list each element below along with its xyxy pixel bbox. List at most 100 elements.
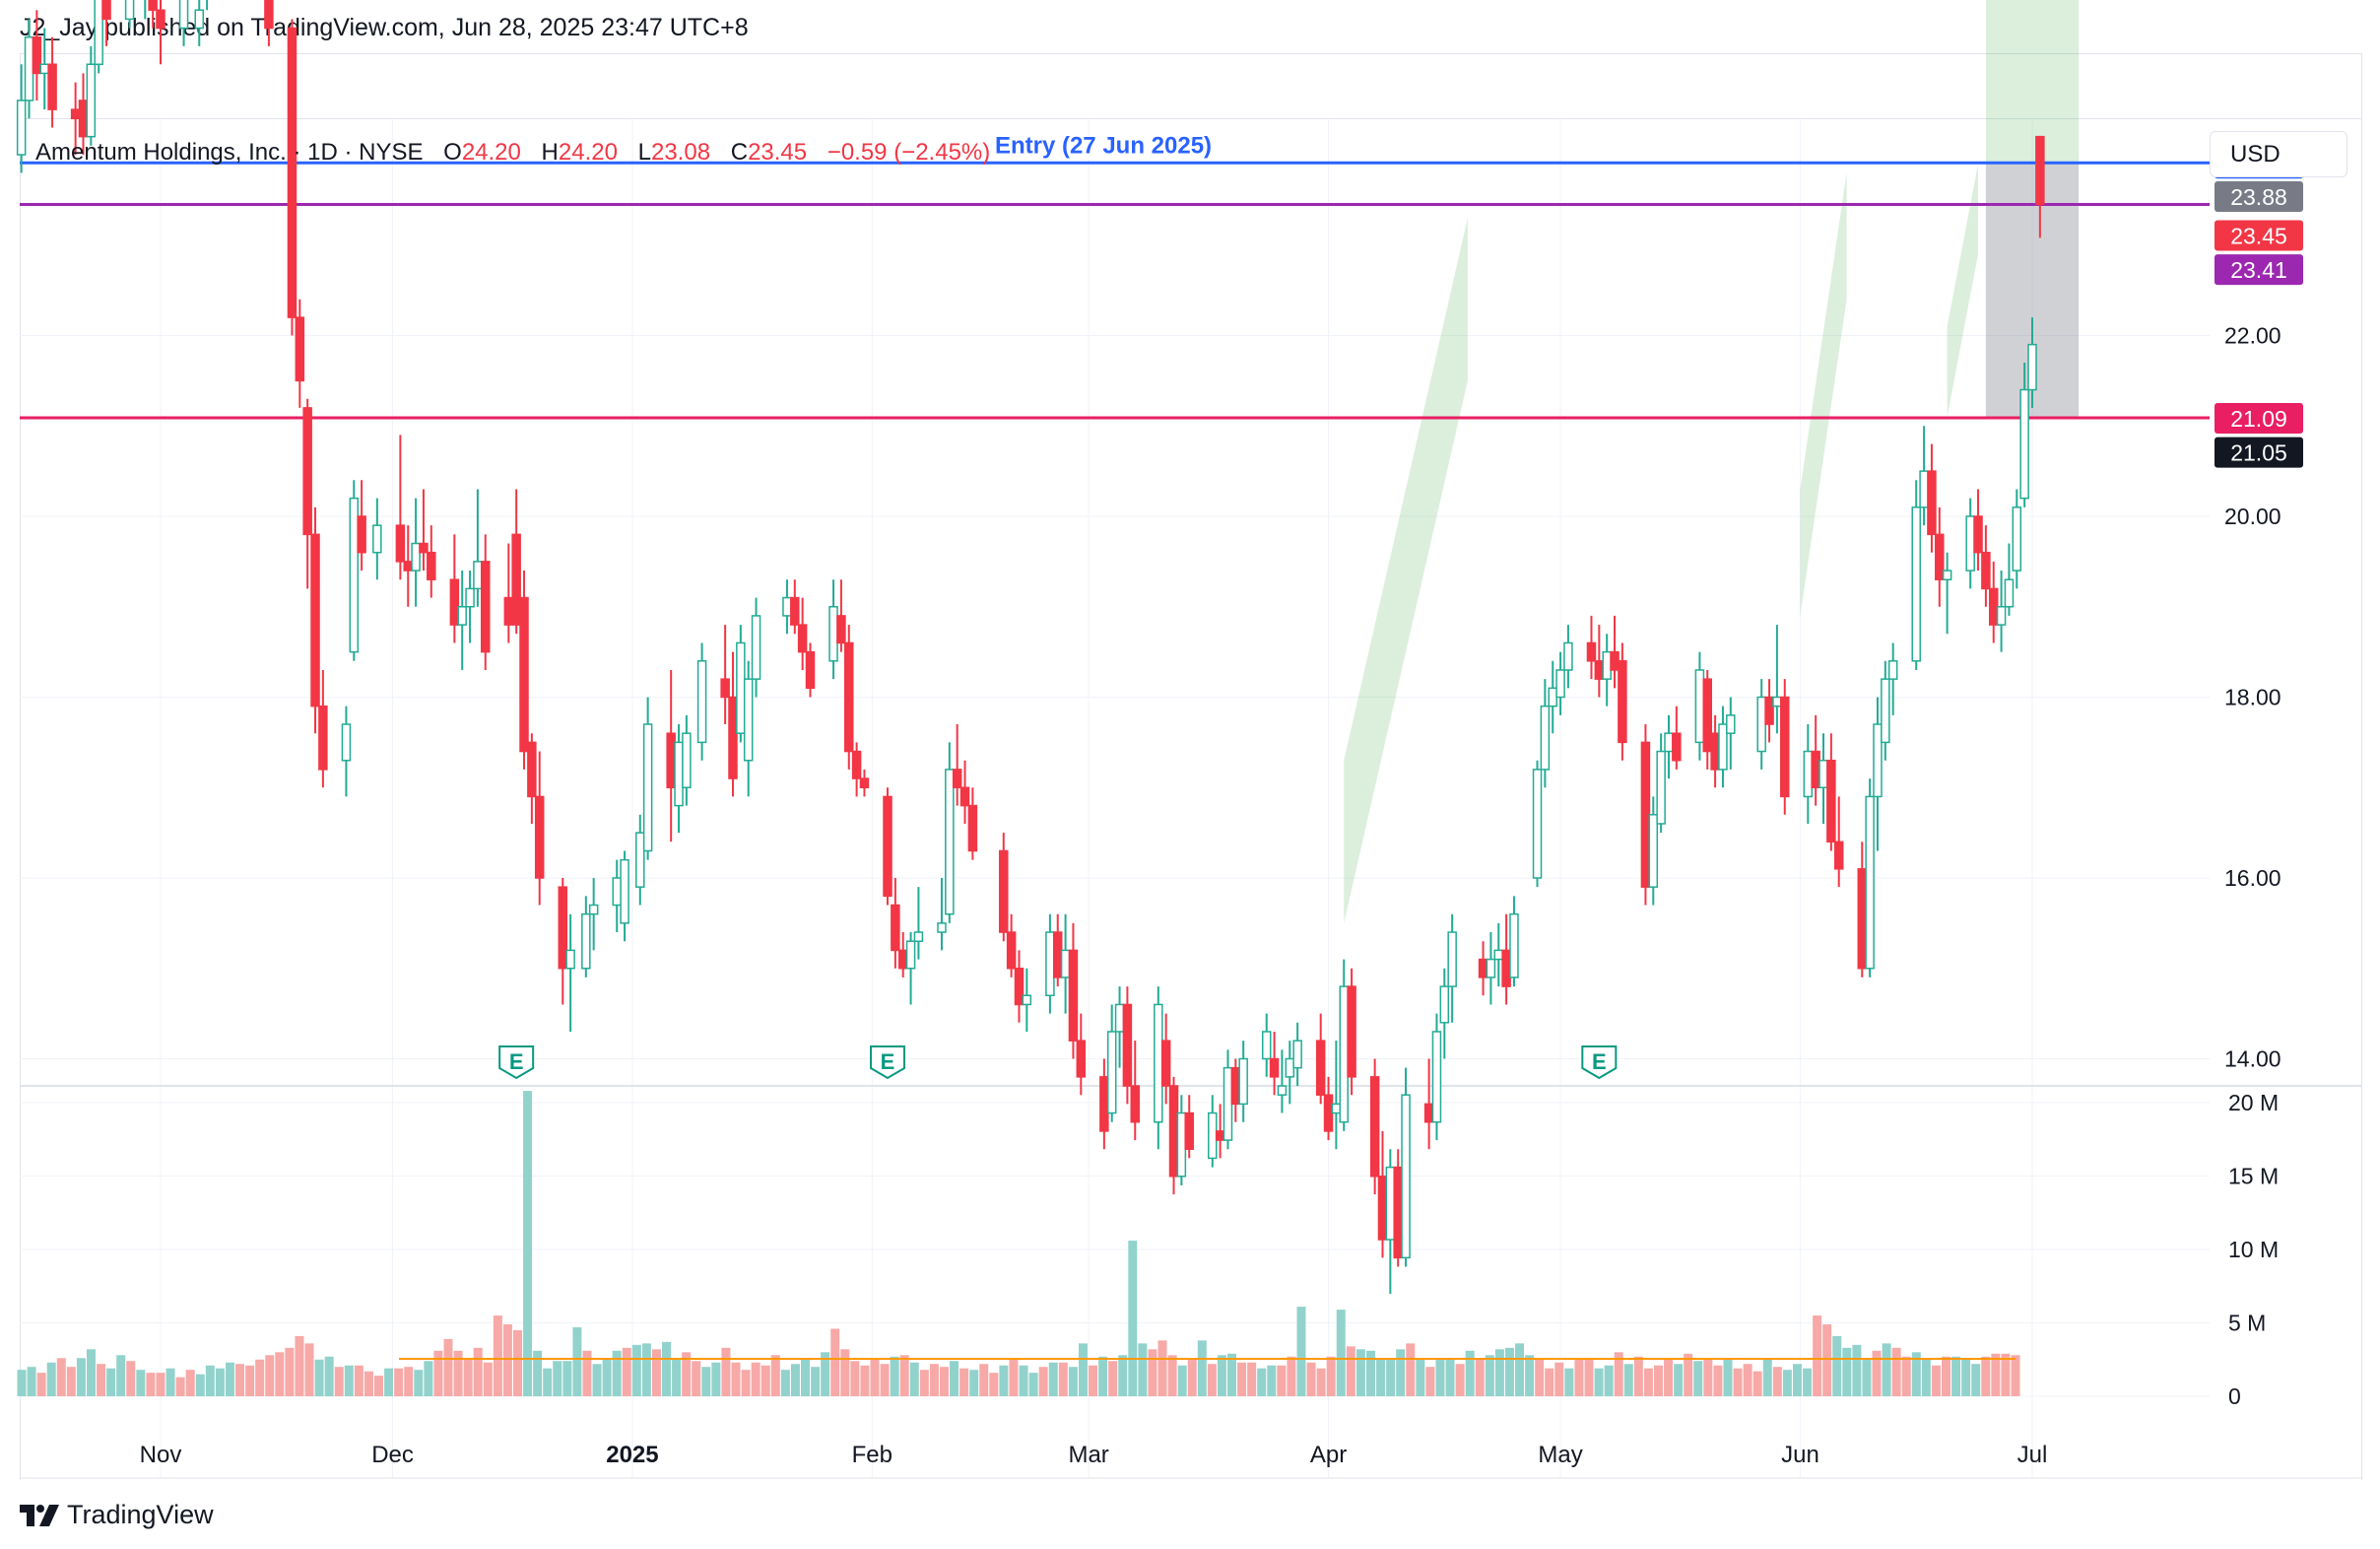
volume-bar (1832, 1335, 1842, 1396)
volume-bar (304, 1343, 314, 1396)
candle-down (999, 849, 1009, 933)
volume-bar (1028, 1373, 1038, 1396)
volume-bar (672, 1359, 682, 1396)
candle-up (1176, 1111, 1187, 1178)
volume-bar (165, 1368, 175, 1396)
earnings-marker-label: E (1592, 1049, 1607, 1074)
volume-bar (483, 1362, 493, 1396)
volume-bar (136, 1370, 146, 1396)
candle-up (1911, 506, 1921, 662)
candle-up (1887, 660, 1898, 680)
candle-down (891, 904, 900, 952)
volume-axis-label: 5 M (2228, 1311, 2266, 1336)
volume-bar (662, 1341, 672, 1396)
volume-bar (890, 1356, 899, 1396)
volume-bar (641, 1343, 651, 1396)
candle-up (782, 596, 792, 617)
volume-bar (334, 1367, 344, 1396)
volume-bar (1019, 1365, 1028, 1396)
volume-bar (1267, 1365, 1277, 1396)
candle-down (1323, 1094, 1334, 1132)
candle-up (581, 912, 591, 970)
volume-bar (404, 1367, 414, 1396)
volume-bar (1594, 1368, 1604, 1396)
candle-up (565, 949, 575, 970)
candle-down (1130, 1085, 1141, 1123)
volume-bar (126, 1361, 136, 1396)
candle-down (1076, 1040, 1087, 1078)
time-axis-label: May (1538, 1442, 1582, 1468)
candle-down (1640, 741, 1651, 888)
candle-down (1230, 1066, 1241, 1106)
candle-down (728, 696, 738, 779)
candle-up (94, 0, 103, 66)
volume-bar (692, 1361, 701, 1396)
volume-bar (1287, 1356, 1296, 1396)
candle-up (937, 922, 947, 933)
position-target-zone (1985, 0, 2080, 164)
price-axis-label: 20.00 (2224, 504, 2281, 529)
candle-up (1818, 759, 1828, 788)
tradingview-logo-icon (20, 1504, 59, 1526)
candle-down (720, 678, 730, 699)
volume-bar (1792, 1364, 1802, 1396)
volume-bar (1633, 1356, 1643, 1396)
volume-bar (1891, 1347, 1901, 1396)
tradingview-footer[interactable]: TradingView (20, 1500, 214, 1530)
volume-bar (295, 1335, 304, 1396)
time-axis-label: Mar (1068, 1442, 1108, 1468)
candle-up (1881, 678, 1890, 744)
volume-bar (1752, 1371, 1762, 1396)
volume-bar (1703, 1359, 1713, 1396)
candle-up (1401, 1094, 1411, 1259)
chart-frame (20, 53, 2362, 1480)
candle-up (736, 641, 746, 734)
volume-bar (225, 1362, 234, 1396)
candle-up (696, 660, 707, 744)
volume-bar (453, 1350, 463, 1396)
candle-up (743, 678, 754, 762)
candle-down (156, 9, 165, 30)
candle-up (1509, 912, 1519, 978)
volume-bar (46, 1362, 56, 1396)
volume-bar (899, 1355, 909, 1396)
candle-down (449, 578, 460, 626)
candle-down (883, 795, 892, 898)
volume-bar (572, 1326, 582, 1396)
candle-up (1756, 696, 1766, 753)
candle-down (32, 35, 42, 75)
candle-up (1718, 723, 1728, 771)
currency-button[interactable]: USD (2210, 131, 2347, 177)
volume-bar (1664, 1359, 1674, 1396)
volume-bar (1684, 1353, 1693, 1396)
volume-axis-label: 10 M (2228, 1237, 2279, 1262)
volume-bar (36, 1373, 46, 1396)
volume-bar (562, 1361, 572, 1396)
volume-bar (1901, 1356, 1911, 1396)
volume-bar (1406, 1343, 1416, 1396)
candle-up (913, 931, 924, 942)
candle-up (1648, 814, 1659, 888)
candle-down (1981, 551, 1991, 590)
earnings-marker-label: E (881, 1049, 895, 1074)
volume-bar (651, 1349, 661, 1396)
volume-bar (682, 1352, 692, 1396)
volume-bar (770, 1355, 780, 1396)
candle-down (1618, 660, 1627, 744)
volume-bar (66, 1367, 76, 1396)
candle-up (1486, 958, 1496, 978)
candle-down (1594, 660, 1605, 680)
candle-down (1269, 1057, 1280, 1078)
volume-bar (1257, 1368, 1267, 1396)
volume-bar (1118, 1355, 1128, 1396)
earnings-marker (1581, 1045, 1618, 1080)
price-badge (2215, 181, 2303, 213)
candle-up (1602, 650, 1612, 680)
volume-bar (1525, 1355, 1535, 1396)
candle-down (519, 596, 529, 753)
earnings-marker (870, 1045, 906, 1080)
volume-bar (1554, 1362, 1564, 1396)
candle-down (666, 732, 676, 789)
candle-down (302, 407, 312, 536)
